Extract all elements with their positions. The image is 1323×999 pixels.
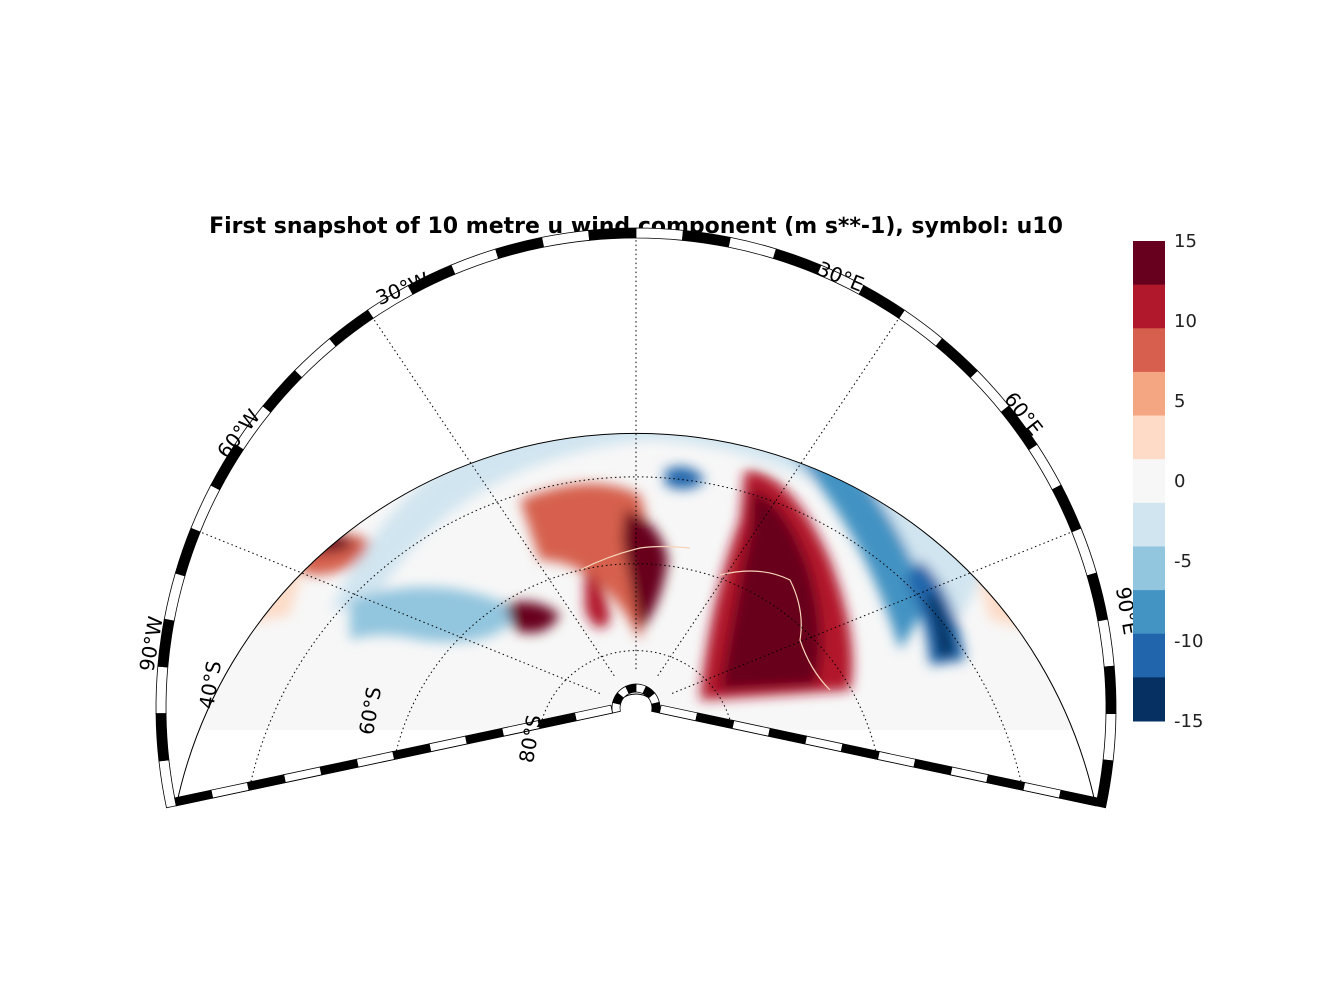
colorbar-swatch: [1133, 633, 1165, 678]
frame-tick-outer: [1071, 527, 1098, 577]
field-background: [176, 433, 1096, 730]
frame-tick-outer: [858, 284, 905, 319]
colorbar-tick-label: 10: [1174, 311, 1197, 332]
inner-blue-streak: [540, 367, 720, 390]
colorbar-tick-label: -5: [1174, 551, 1192, 572]
colorbar-tick-label: -10: [1174, 631, 1203, 652]
colorbar-swatch: [1133, 590, 1165, 635]
lon-label-30e: 30°E: [814, 256, 868, 296]
frame-tick-side: [428, 735, 468, 753]
frame-tick-inner: [651, 701, 661, 714]
colorbar-swatch: [1133, 241, 1165, 286]
colorbar-swatch: [1133, 546, 1165, 591]
mid-warm-patch: [690, 299, 900, 369]
colorbar-tick-label: 5: [1174, 391, 1185, 412]
colorbar-tick-label: -15: [1174, 711, 1203, 732]
colorbar: 15 10 5 0 -5 -10 -15: [1133, 231, 1203, 732]
colorbar-swatch: [1133, 371, 1165, 417]
frame-tick-side: [392, 743, 432, 760]
east-warm-fringe: [990, 480, 1090, 630]
frame-tick-outer: [588, 227, 637, 241]
frame-tick-outer: [1103, 665, 1117, 714]
frame-tick-outer: [329, 309, 374, 347]
frame-tick-outer: [262, 370, 303, 413]
frame-tick-side: [1058, 789, 1098, 807]
frame-tick-side: [319, 758, 359, 776]
frame-tick-outer: [174, 527, 201, 577]
west-blue-arc: [350, 587, 520, 642]
frame-tick-side: [1022, 781, 1062, 799]
frame-tick-outer: [772, 248, 822, 275]
frame-tick-side: [986, 774, 1026, 791]
frame-tick-side: [877, 751, 917, 768]
frame-tick-outer: [155, 713, 170, 762]
frame-tick-outer: [898, 309, 943, 347]
frame-tick-outer: [294, 337, 337, 379]
frame-tick-outer: [163, 572, 186, 622]
central-red-tongue: [520, 483, 650, 640]
frame-tick-side: [246, 774, 286, 791]
central-darkred-1: [622, 510, 668, 630]
frame-tick-outer: [1028, 443, 1062, 491]
frame-tick-outer: [450, 248, 500, 275]
colorbar-swatch: [1133, 502, 1165, 547]
colorbar-swatch: [1133, 328, 1165, 373]
frame-tick-outer: [495, 236, 545, 260]
coastline: [579, 545, 831, 691]
frame-tick-side: [174, 789, 214, 807]
colorbar-tick-label: 0: [1174, 471, 1185, 492]
central-darkred-3: [505, 601, 560, 633]
east-darkred-jet: [720, 490, 822, 690]
frame-tick-outer: [1102, 713, 1117, 762]
frame-tick-outer: [635, 227, 684, 241]
colorbar-swatch: [1133, 677, 1165, 722]
frame-tick-side: [768, 727, 808, 745]
frame-tick-outer: [1086, 572, 1109, 622]
east-deep-blue: [925, 590, 955, 658]
frame-tick-outer: [190, 484, 221, 533]
frame-tick-side: [949, 766, 989, 784]
lon-label-30w: 30°W: [372, 267, 432, 310]
frame-tick-outer: [727, 236, 777, 260]
colorbar-swatch: [1133, 459, 1165, 504]
map-frame: [155, 227, 1117, 809]
frame-tick-side: [913, 758, 953, 776]
frame-tick-outer: [1095, 759, 1114, 809]
colorbar-swatch: [1133, 284, 1165, 329]
frame-tick-outer: [1097, 618, 1115, 668]
frame-tick-outer: [935, 337, 978, 379]
frame-tick-outer: [1051, 484, 1082, 533]
frame-tick-side: [464, 727, 504, 745]
frame-tick-side: [283, 766, 323, 784]
frame-tick-side: [804, 735, 844, 753]
frame-tick-outer: [158, 759, 177, 809]
colorbar-swatch: [1133, 415, 1165, 460]
frame-tick-side: [210, 781, 250, 799]
colorbar-tick-label: 15: [1174, 231, 1197, 252]
wind-field: [176, 299, 1096, 730]
frame-tick-side: [840, 743, 880, 760]
frame-tick-side: [355, 751, 395, 768]
central-blue-eye: [665, 466, 705, 489]
central-darkred-2: [585, 570, 610, 628]
